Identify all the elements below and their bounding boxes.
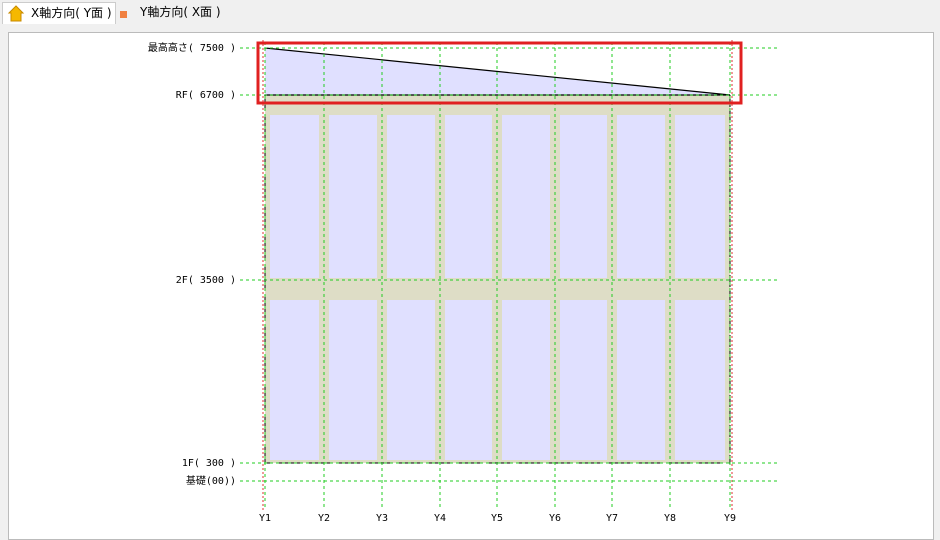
wall-panel	[387, 300, 435, 460]
tab[interactable]: X軸方向( Y面 )	[2, 2, 116, 24]
roof-line	[264, 47, 731, 96]
wall-panel	[675, 115, 725, 278]
wall-panel	[560, 115, 607, 278]
wall-panel	[445, 300, 492, 460]
axis-label: Y2	[318, 513, 330, 524]
tab-bar: X軸方向( Y面 ) Y軸方向( X面 )	[0, 0, 940, 24]
level-label: RF( 6700 )	[176, 90, 236, 101]
wall-panel	[502, 300, 550, 460]
level-label: 最高高さ( 7500 )	[148, 41, 236, 54]
wall-panel	[329, 300, 377, 460]
tab[interactable]: Y軸方向( X面 )	[116, 2, 226, 23]
wall-panel	[329, 115, 377, 278]
tab-label: Y軸方向( X面 )	[140, 5, 221, 19]
axis-label: Y4	[434, 513, 446, 524]
wall-panel	[617, 300, 665, 460]
tab-icon	[120, 11, 127, 18]
wall-panel	[560, 300, 607, 460]
level-label: 2F( 3500 )	[176, 275, 236, 286]
wall-panel	[387, 115, 435, 278]
highlight-box	[256, 41, 743, 105]
wall-panel	[445, 115, 492, 278]
level-label: 1F( 300 )	[182, 458, 236, 469]
wall-panel	[270, 300, 319, 460]
axis-label: Y9	[724, 513, 736, 524]
axis-label: Y3	[376, 513, 388, 524]
axis-label: Y5	[491, 513, 503, 524]
axis-label: Y7	[606, 513, 618, 524]
axis-label: Y8	[664, 513, 676, 524]
wall-panel	[675, 300, 725, 460]
axis-label: Y1	[259, 513, 271, 524]
wall-panel	[502, 115, 550, 278]
tab-label: X軸方向( Y面 )	[31, 6, 112, 20]
level-label: 基礎(00))	[186, 474, 236, 487]
wall-panel	[617, 115, 665, 278]
axis-label: Y6	[549, 513, 561, 524]
home-icon	[7, 5, 25, 22]
wall-panel	[270, 115, 319, 278]
